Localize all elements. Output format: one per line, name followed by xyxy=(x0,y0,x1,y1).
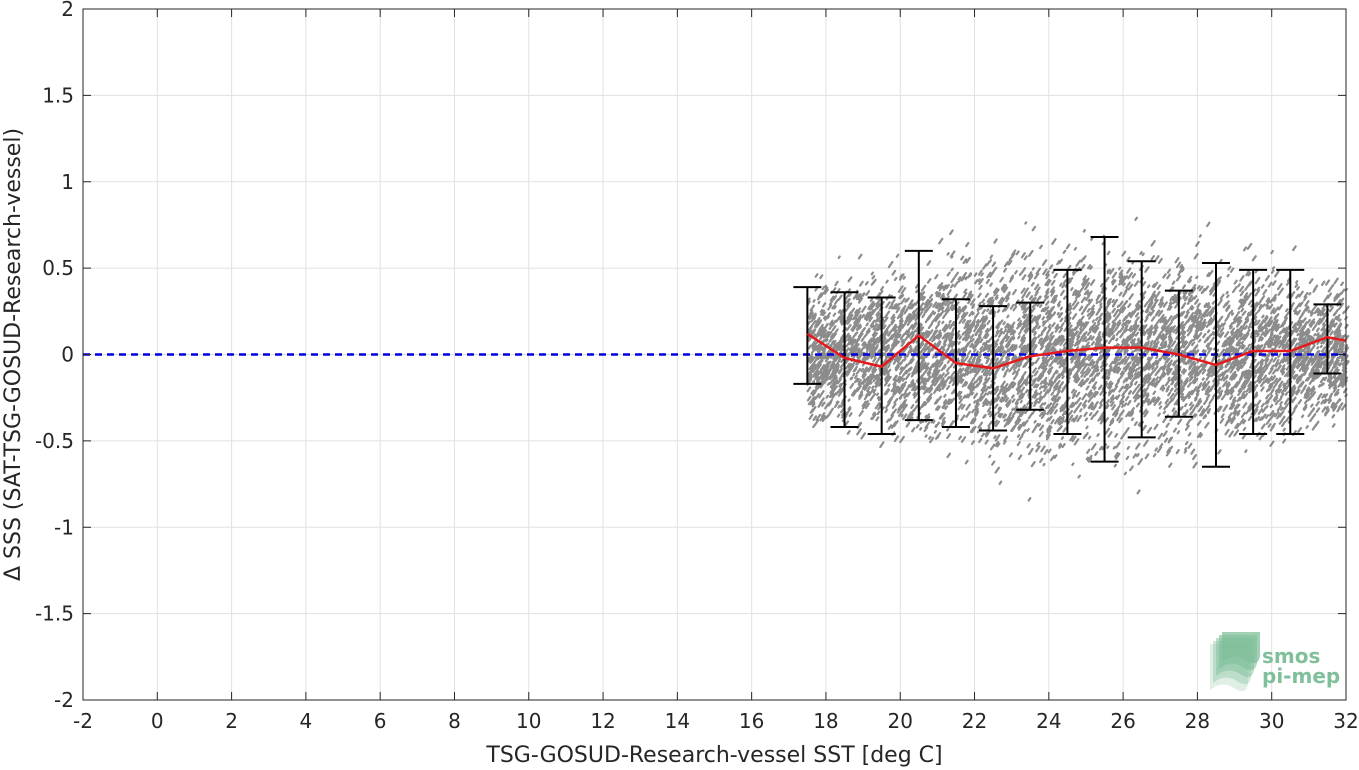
x-tick-label: -2 xyxy=(73,709,93,733)
logo-text-smos: smos xyxy=(1262,644,1320,668)
x-tick-label: 22 xyxy=(962,709,987,733)
x-axis-title: TSG-GOSUD-Research-vessel SST [deg C] xyxy=(485,743,942,768)
x-tick-label: 10 xyxy=(516,709,541,733)
error-bar xyxy=(830,291,859,429)
y-tick-label: 0 xyxy=(61,343,74,367)
x-tick-label: 24 xyxy=(1036,709,1061,733)
y-tick-label: -2 xyxy=(54,688,74,712)
x-tick-label: 32 xyxy=(1333,709,1358,733)
x-axis-ticks: -2 0 2 4 6 8 10 12 14 16 18 20 22 24 26 28 30 32 xyxy=(73,9,1359,733)
x-tick-label: 2 xyxy=(225,709,238,733)
x-tick-label: 18 xyxy=(813,709,838,733)
error-bar xyxy=(1313,303,1342,375)
y-tick-label: 1.5 xyxy=(42,83,74,107)
y-axis-ticks: -2 -1.5 -1 -0.5 0 0.5 1 1.5 2 xyxy=(35,0,1346,712)
x-tick-label: 8 xyxy=(448,709,461,733)
y-axis-title: Δ SSS (SAT-TSG-GOSUD-Research-vessel) xyxy=(1,128,26,581)
logo-text-pi-mep: pi-mep xyxy=(1262,664,1340,688)
y-tick-label: 1 xyxy=(61,170,74,194)
x-tick-label: 20 xyxy=(888,709,913,733)
error-bar xyxy=(1127,260,1156,439)
x-tick-label: 16 xyxy=(739,709,764,733)
x-tick-label: 12 xyxy=(590,709,615,733)
x-tick-label: 4 xyxy=(300,709,313,733)
x-tick-label: 26 xyxy=(1110,709,1135,733)
error-bar xyxy=(1090,236,1119,463)
x-tick-label: 0 xyxy=(151,709,164,733)
logo-mark-icon xyxy=(1210,632,1260,692)
x-tick-label: 30 xyxy=(1259,709,1284,733)
error-bar xyxy=(793,286,822,385)
y-tick-label: 0.5 xyxy=(42,256,74,280)
smos-pi-mep-logo: smos pi-mep xyxy=(1210,632,1340,692)
y-tick-label: 2 xyxy=(61,0,74,21)
y-tick-label: -0.5 xyxy=(35,429,74,453)
x-tick-label: 14 xyxy=(665,709,690,733)
x-tick-label: 28 xyxy=(1185,709,1210,733)
error-bars xyxy=(793,236,1342,468)
y-tick-label: -1 xyxy=(54,515,74,539)
y-tick-label: -1.5 xyxy=(35,602,74,626)
median-line xyxy=(806,332,1347,370)
logo-wave xyxy=(1222,632,1260,664)
x-tick-label: 6 xyxy=(374,709,387,733)
